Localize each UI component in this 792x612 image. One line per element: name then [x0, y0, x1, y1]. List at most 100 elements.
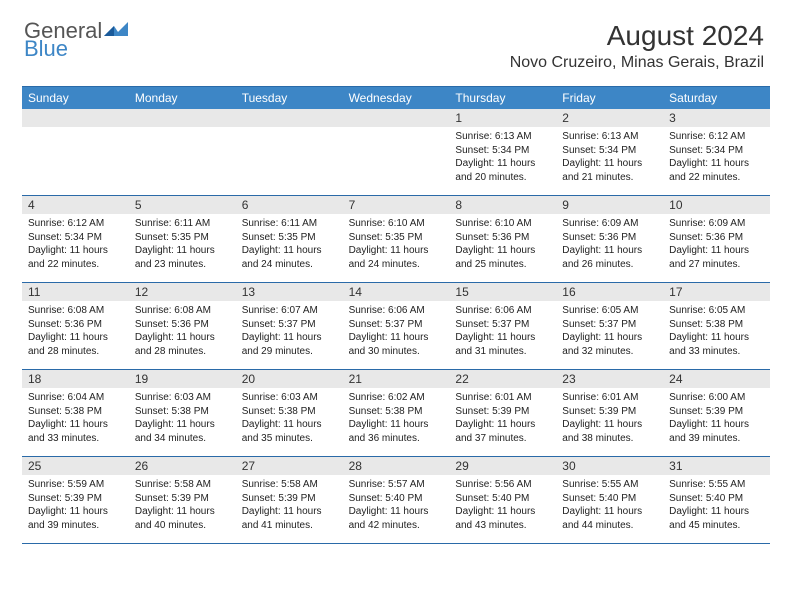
- header: GeneralBlue August 2024 Novo Cruzeiro, M…: [0, 0, 792, 78]
- day-line-ss: Sunset: 5:37 PM: [349, 318, 444, 332]
- day-line-d2: and 43 minutes.: [455, 519, 550, 533]
- day-line-d1: Daylight: 11 hours: [669, 331, 764, 345]
- day-line-d1: Daylight: 11 hours: [242, 505, 337, 519]
- day-line-sr: Sunrise: 5:57 AM: [349, 478, 444, 492]
- day-26: 26Sunrise: 5:58 AMSunset: 5:39 PMDayligh…: [129, 457, 236, 543]
- day-body: Sunrise: 6:01 AMSunset: 5:39 PMDaylight:…: [556, 388, 663, 449]
- day-line-d1: Daylight: 11 hours: [455, 418, 550, 432]
- day-line-d1: Daylight: 11 hours: [669, 244, 764, 258]
- day-empty: [129, 109, 236, 195]
- day-number: 17: [663, 283, 770, 301]
- day-line-d1: Daylight: 11 hours: [562, 244, 657, 258]
- day-24: 24Sunrise: 6:00 AMSunset: 5:39 PMDayligh…: [663, 370, 770, 456]
- day-line-d2: and 20 minutes.: [455, 171, 550, 185]
- day-body: Sunrise: 6:08 AMSunset: 5:36 PMDaylight:…: [129, 301, 236, 362]
- day-number: 18: [22, 370, 129, 388]
- day-line-sr: Sunrise: 6:03 AM: [135, 391, 230, 405]
- day-number: 30: [556, 457, 663, 475]
- day-line-ss: Sunset: 5:38 PM: [669, 318, 764, 332]
- day-line-sr: Sunrise: 6:08 AM: [135, 304, 230, 318]
- day-number: 15: [449, 283, 556, 301]
- day-number: 12: [129, 283, 236, 301]
- day-line-sr: Sunrise: 5:55 AM: [669, 478, 764, 492]
- day-number: 2: [556, 109, 663, 127]
- day-line-ss: Sunset: 5:35 PM: [135, 231, 230, 245]
- day-line-d2: and 28 minutes.: [28, 345, 123, 359]
- day-30: 30Sunrise: 5:55 AMSunset: 5:40 PMDayligh…: [556, 457, 663, 543]
- day-line-d2: and 24 minutes.: [242, 258, 337, 272]
- weekday-friday: Friday: [556, 87, 663, 109]
- day-body: Sunrise: 5:55 AMSunset: 5:40 PMDaylight:…: [556, 475, 663, 536]
- day-number: 19: [129, 370, 236, 388]
- day-line-ss: Sunset: 5:40 PM: [455, 492, 550, 506]
- day-body: Sunrise: 6:01 AMSunset: 5:39 PMDaylight:…: [449, 388, 556, 449]
- day-line-d2: and 38 minutes.: [562, 432, 657, 446]
- day-body: Sunrise: 5:59 AMSunset: 5:39 PMDaylight:…: [22, 475, 129, 536]
- day-line-sr: Sunrise: 6:10 AM: [455, 217, 550, 231]
- day-line-d2: and 25 minutes.: [455, 258, 550, 272]
- day-number: 3: [663, 109, 770, 127]
- day-line-d1: Daylight: 11 hours: [135, 331, 230, 345]
- day-line-sr: Sunrise: 6:13 AM: [455, 130, 550, 144]
- day-number: 16: [556, 283, 663, 301]
- day-13: 13Sunrise: 6:07 AMSunset: 5:37 PMDayligh…: [236, 283, 343, 369]
- day-line-d1: Daylight: 11 hours: [349, 418, 444, 432]
- day-22: 22Sunrise: 6:01 AMSunset: 5:39 PMDayligh…: [449, 370, 556, 456]
- day-body: Sunrise: 6:08 AMSunset: 5:36 PMDaylight:…: [22, 301, 129, 362]
- day-body: Sunrise: 5:55 AMSunset: 5:40 PMDaylight:…: [663, 475, 770, 536]
- day-20: 20Sunrise: 6:03 AMSunset: 5:38 PMDayligh…: [236, 370, 343, 456]
- day-body: Sunrise: 6:06 AMSunset: 5:37 PMDaylight:…: [343, 301, 450, 362]
- day-line-d2: and 39 minutes.: [669, 432, 764, 446]
- day-line-ss: Sunset: 5:34 PM: [669, 144, 764, 158]
- day-line-ss: Sunset: 5:39 PM: [135, 492, 230, 506]
- day-23: 23Sunrise: 6:01 AMSunset: 5:39 PMDayligh…: [556, 370, 663, 456]
- day-line-ss: Sunset: 5:38 PM: [135, 405, 230, 419]
- day-line-sr: Sunrise: 6:09 AM: [669, 217, 764, 231]
- day-line-d2: and 31 minutes.: [455, 345, 550, 359]
- day-line-ss: Sunset: 5:34 PM: [455, 144, 550, 158]
- day-number: 31: [663, 457, 770, 475]
- day-number: 20: [236, 370, 343, 388]
- day-line-sr: Sunrise: 6:04 AM: [28, 391, 123, 405]
- day-body: Sunrise: 5:57 AMSunset: 5:40 PMDaylight:…: [343, 475, 450, 536]
- day-line-sr: Sunrise: 6:12 AM: [669, 130, 764, 144]
- day-body: Sunrise: 6:13 AMSunset: 5:34 PMDaylight:…: [556, 127, 663, 188]
- calendar: SundayMondayTuesdayWednesdayThursdayFrid…: [22, 86, 770, 544]
- day-empty: [236, 109, 343, 195]
- day-line-sr: Sunrise: 6:05 AM: [669, 304, 764, 318]
- day-line-d2: and 33 minutes.: [669, 345, 764, 359]
- day-body: Sunrise: 6:09 AMSunset: 5:36 PMDaylight:…: [663, 214, 770, 275]
- day-number: 21: [343, 370, 450, 388]
- day-number: 29: [449, 457, 556, 475]
- day-line-d2: and 36 minutes.: [349, 432, 444, 446]
- day-number: 5: [129, 196, 236, 214]
- day-number: 26: [129, 457, 236, 475]
- day-line-sr: Sunrise: 6:06 AM: [455, 304, 550, 318]
- day-line-sr: Sunrise: 6:03 AM: [242, 391, 337, 405]
- day-number: 6: [236, 196, 343, 214]
- day-line-d2: and 45 minutes.: [669, 519, 764, 533]
- day-line-ss: Sunset: 5:35 PM: [349, 231, 444, 245]
- day-line-d1: Daylight: 11 hours: [455, 244, 550, 258]
- day-line-sr: Sunrise: 6:11 AM: [135, 217, 230, 231]
- day-line-sr: Sunrise: 5:59 AM: [28, 478, 123, 492]
- day-29: 29Sunrise: 5:56 AMSunset: 5:40 PMDayligh…: [449, 457, 556, 543]
- day-empty: [22, 109, 129, 195]
- day-number: 4: [22, 196, 129, 214]
- weekday-wednesday: Wednesday: [343, 87, 450, 109]
- day-line-d1: Daylight: 11 hours: [135, 244, 230, 258]
- day-8: 8Sunrise: 6:10 AMSunset: 5:36 PMDaylight…: [449, 196, 556, 282]
- day-line-ss: Sunset: 5:39 PM: [455, 405, 550, 419]
- day-line-d2: and 22 minutes.: [28, 258, 123, 272]
- day-line-d2: and 37 minutes.: [455, 432, 550, 446]
- day-9: 9Sunrise: 6:09 AMSunset: 5:36 PMDaylight…: [556, 196, 663, 282]
- day-line-sr: Sunrise: 5:58 AM: [135, 478, 230, 492]
- day-line-d1: Daylight: 11 hours: [562, 331, 657, 345]
- day-line-d1: Daylight: 11 hours: [562, 157, 657, 171]
- day-line-ss: Sunset: 5:39 PM: [242, 492, 337, 506]
- day-7: 7Sunrise: 6:10 AMSunset: 5:35 PMDaylight…: [343, 196, 450, 282]
- day-3: 3Sunrise: 6:12 AMSunset: 5:34 PMDaylight…: [663, 109, 770, 195]
- day-line-sr: Sunrise: 6:08 AM: [28, 304, 123, 318]
- weekday-thursday: Thursday: [449, 87, 556, 109]
- day-line-d1: Daylight: 11 hours: [28, 331, 123, 345]
